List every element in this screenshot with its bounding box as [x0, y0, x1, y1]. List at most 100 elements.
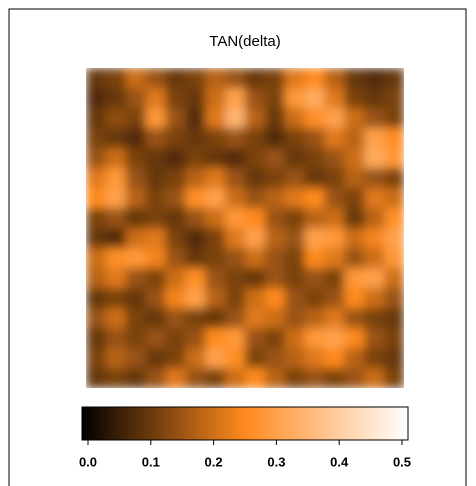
heatmap-cell	[324, 168, 345, 189]
heatmap-cell	[245, 248, 266, 269]
heatmap-cell	[364, 328, 385, 349]
heatmap-cell	[185, 68, 206, 89]
heatmap-cell	[324, 128, 345, 149]
colorbar-tick-label: 0.5	[393, 454, 411, 469]
heatmap-cell	[304, 308, 325, 329]
heatmap-cell	[225, 328, 246, 349]
heatmap-cell	[304, 228, 325, 249]
heatmap-cell	[344, 288, 365, 309]
heatmap-cell	[165, 368, 186, 388]
heatmap-cell	[384, 168, 404, 189]
heatmap-cell	[105, 368, 127, 388]
heatmap-cell	[105, 188, 127, 209]
colorbar-tick-label: 0.3	[267, 454, 285, 469]
heatmap-cell	[264, 148, 286, 169]
heatmap-cell	[225, 188, 246, 209]
heatmap-cell	[125, 368, 147, 388]
heatmap-cell	[245, 208, 266, 229]
heatmap-cell	[165, 328, 186, 349]
heatmap-cell	[384, 248, 404, 269]
heatmap-cell	[245, 128, 266, 149]
heatmap-cell	[225, 128, 246, 149]
heatmap-cell	[304, 328, 325, 349]
heatmap-cell	[185, 348, 206, 369]
heatmap-cell	[125, 108, 147, 129]
heatmap-cell	[145, 308, 166, 329]
heatmap-cell	[304, 268, 325, 289]
heatmap-cell	[384, 288, 404, 309]
heatmap-cell	[245, 108, 266, 129]
heatmap-cell	[245, 168, 266, 189]
heatmap-cell	[324, 188, 345, 209]
heatmap-cell	[86, 88, 107, 109]
heatmap-cell	[284, 108, 306, 129]
colorbar-tick-label: 0.4	[330, 454, 349, 469]
heatmap-cell	[165, 188, 186, 209]
heatmap-cell	[205, 68, 226, 89]
heatmap-cell	[324, 288, 345, 309]
heatmap-cell	[324, 328, 345, 349]
heatmap-cell	[105, 148, 127, 169]
heatmap-cell	[245, 148, 266, 169]
heatmap-cell	[245, 228, 266, 249]
colorbar-tick-label: 0.0	[79, 454, 97, 469]
heatmap-cell	[284, 248, 306, 269]
heatmap-cell	[384, 208, 404, 229]
heatmap-cell	[86, 328, 107, 349]
heatmap-cell	[384, 108, 404, 129]
heatmap-cell	[324, 148, 345, 169]
heatmap-cell	[304, 68, 325, 89]
heatmap-cell	[105, 208, 127, 229]
heatmap-cell	[145, 88, 166, 109]
heatmap-cell	[245, 288, 266, 309]
heatmap-cell	[344, 268, 365, 289]
heatmap-cell	[125, 348, 147, 369]
heatmap-cell	[105, 88, 127, 109]
heatmap-cell	[304, 368, 325, 388]
heatmap-cell	[105, 128, 127, 149]
heatmap-cell	[86, 348, 107, 369]
heatmap-cell	[145, 328, 166, 349]
heatmap-cell	[264, 228, 286, 249]
heatmap-cell	[344, 148, 365, 169]
heatmap-cell	[225, 228, 246, 249]
heatmap-cell	[264, 248, 286, 269]
heatmap-cell	[145, 368, 166, 388]
heatmap-cell	[344, 108, 365, 129]
heatmap-cell	[304, 148, 325, 169]
heatmap-cell	[324, 88, 345, 109]
heatmap-cell	[125, 208, 147, 229]
heatmap-cell	[304, 188, 325, 209]
heatmap-cell	[145, 208, 166, 229]
heatmap-cell	[264, 68, 286, 89]
heatmap-cell	[264, 348, 286, 369]
heatmap-cell	[165, 148, 186, 169]
heatmap-cell	[284, 168, 306, 189]
heatmap-cell	[105, 68, 127, 89]
heatmap-cell	[344, 348, 365, 369]
heatmap-cell	[145, 348, 166, 369]
heatmap-cell	[284, 228, 306, 249]
heatmap-cell	[344, 68, 365, 89]
heatmap-cell	[344, 308, 365, 329]
heatmap-cell	[185, 228, 206, 249]
heatmap-cell	[145, 128, 166, 149]
heatmap-cell	[125, 288, 147, 309]
heatmap-cell	[86, 268, 107, 289]
heatmap-cell	[264, 368, 286, 388]
heatmap-cell	[304, 128, 325, 149]
heatmap-cell	[205, 148, 226, 169]
heatmap-cell	[225, 208, 246, 229]
heatmap-cell	[364, 348, 385, 369]
heatmap-cell	[105, 268, 127, 289]
heatmap-cell	[165, 208, 186, 229]
heatmap-cell	[344, 88, 365, 109]
heatmap-cell	[384, 88, 404, 109]
heatmap-cell	[364, 268, 385, 289]
heatmap-cell	[284, 88, 306, 109]
heatmap-cell	[245, 368, 266, 388]
heatmap-cell	[145, 68, 166, 89]
heatmap-cell	[264, 268, 286, 289]
heatmap-cell	[185, 148, 206, 169]
heatmap-cell	[225, 348, 246, 369]
